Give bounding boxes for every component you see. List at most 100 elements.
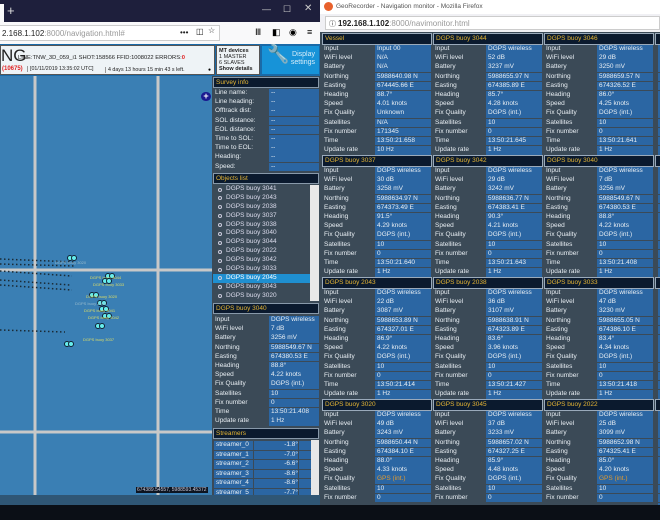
panel-row: Northing 5988653.89 N bbox=[322, 316, 432, 326]
object-list-item[interactable]: DGPS buoy 3041 bbox=[213, 185, 319, 194]
detail-row: WiFi level 7 dB bbox=[213, 325, 319, 334]
panel-title bbox=[655, 33, 660, 45]
panel-label: Heading bbox=[546, 456, 571, 464]
time-left: 4 days 13 hours 15 min 43 s left. bbox=[105, 67, 185, 73]
panel-value: DGPS wireless bbox=[597, 167, 653, 176]
panel-label: Fix Quality bbox=[324, 353, 355, 361]
panel-label: Battery bbox=[324, 63, 345, 71]
panel-row: Input DGPS wireless bbox=[544, 45, 654, 54]
library-icon[interactable]: Ⅲ bbox=[255, 27, 262, 37]
streamers-scrollbar[interactable] bbox=[311, 440, 319, 499]
panel-row: Easting 674383.41 E bbox=[433, 203, 543, 213]
account-icon[interactable]: ◉ bbox=[289, 27, 297, 37]
panel-value: 5988655.97 N bbox=[486, 72, 542, 82]
panel-row: WiFi level 36 dB bbox=[433, 298, 543, 307]
streamer-row: streamer_2 -6.6° bbox=[213, 460, 319, 469]
radio-icon bbox=[218, 196, 222, 201]
panel-row: Fix Quality DGPS (int.) bbox=[433, 353, 543, 362]
objects-list-scrollbar[interactable] bbox=[310, 185, 319, 301]
sidebar-icon[interactable]: ◧ bbox=[272, 27, 281, 37]
object-list-item[interactable]: DGPS buoy 2022 bbox=[213, 247, 319, 256]
maximize-button[interactable]: ☐ bbox=[283, 4, 292, 14]
panel-row: Northing 5988638.91 N bbox=[433, 316, 543, 326]
panel-row bbox=[655, 231, 660, 240]
panel-label: Heading bbox=[435, 90, 460, 98]
device-panel: DGPS buoy 3042 Input DGPS wireless WiFi lev… bbox=[433, 155, 543, 277]
panel-value: DGPS wireless bbox=[486, 45, 542, 54]
map-view[interactable]: DGPS buoy 3020 DGPS buoy 3044 DGPS buoy 30… bbox=[0, 76, 212, 495]
streamer-extra bbox=[299, 479, 311, 488]
panel-value: 5988636.77 N bbox=[486, 194, 542, 204]
object-label: DGPS buoy 3043 bbox=[226, 282, 277, 290]
url-field[interactable]: ⓘ 192.168.1.102:8000/navimonitor.html bbox=[325, 16, 660, 30]
panel-label: Input bbox=[324, 289, 339, 296]
panel-value: 90.3° bbox=[486, 212, 542, 222]
panel-value: 674323.89 E bbox=[486, 325, 542, 335]
object-list-item[interactable]: DGPS buoy 2043 bbox=[213, 194, 319, 203]
object-list-item[interactable]: DGPS buoy 3020 bbox=[213, 292, 319, 301]
panel-label: Speed bbox=[324, 466, 343, 474]
new-tab-button[interactable]: + bbox=[7, 3, 15, 18]
object-list-item[interactable]: DGPS buoy 3038 bbox=[213, 221, 319, 230]
panel-label: Speed bbox=[546, 344, 565, 352]
buoy-marker bbox=[99, 323, 105, 329]
panel-label: Fix Quality bbox=[324, 109, 355, 117]
bookmark-star-icon[interactable]: ☆ bbox=[208, 26, 216, 35]
objects-list[interactable]: DGPS buoy 3041 DGPS buoy 2043 DGPS buoy 20… bbox=[213, 185, 319, 301]
streamer-angle: -7.7° bbox=[254, 488, 298, 497]
panel-value bbox=[658, 484, 660, 494]
panel-row: Time 13:50:21.640 bbox=[322, 258, 432, 268]
object-list-item[interactable]: DGPS buoy 3042 bbox=[213, 256, 319, 265]
panel-title: DGPS buoy 3040 bbox=[544, 155, 654, 167]
object-list-item[interactable]: DGPS buoy 3037 bbox=[213, 212, 319, 221]
object-list-item[interactable]: DGPS buoy 3043 bbox=[213, 283, 319, 292]
panel-label: Update rate bbox=[435, 268, 469, 276]
panel-label: Easting bbox=[324, 203, 346, 211]
panel-row: Speed 4.25 knots bbox=[544, 100, 654, 109]
buoy-marker bbox=[103, 306, 109, 312]
device-panel: DGPS buoy 3037 Input DGPS wireless WiFi lev… bbox=[322, 155, 432, 277]
object-list-item[interactable]: DGPS buoy 2038 bbox=[213, 203, 319, 212]
panel-value bbox=[658, 362, 660, 372]
panel-row bbox=[655, 353, 660, 362]
panel-row: Heading 83.6° bbox=[433, 334, 543, 344]
url-field[interactable]: 2.168.1.102:8000/navigation.html# ••• ◫ … bbox=[0, 25, 220, 41]
survey-row: EOL distance: -- bbox=[213, 125, 319, 135]
panel-value: 85.9° bbox=[486, 456, 542, 466]
panel-label: Fix number bbox=[546, 493, 579, 501]
panel-value: 4.34 knots bbox=[597, 344, 653, 353]
detail-header: DGPS buoy 3040 bbox=[213, 303, 319, 314]
panel-value bbox=[658, 429, 660, 438]
panel-row: Speed 4.22 knots bbox=[544, 222, 654, 231]
panel-row: Battery 3107 mV bbox=[433, 307, 543, 316]
pocket-icon[interactable]: ◫ bbox=[196, 27, 204, 36]
object-label: DGPS buoy 3041 bbox=[226, 185, 277, 192]
panel-label: Input bbox=[435, 411, 450, 418]
show-details-link[interactable]: Show details bbox=[219, 66, 253, 72]
object-list-item[interactable]: DGPS buoy 3044 bbox=[213, 238, 319, 247]
buoy-marker bbox=[68, 341, 74, 347]
panel-label: Heading bbox=[435, 334, 460, 342]
info-icon[interactable]: ⓘ bbox=[329, 21, 336, 28]
panel-value: 30 dB bbox=[375, 176, 431, 185]
zoom-in-icon[interactable]: + bbox=[201, 92, 211, 101]
panel-value: 674385.89 E bbox=[486, 81, 542, 91]
streamer-row: streamer_3 -8.6° bbox=[213, 469, 319, 479]
panel-row: Battery 3256 mV bbox=[544, 185, 654, 194]
object-list-item[interactable]: DGPS buoy 3040 bbox=[213, 229, 319, 238]
object-list-item[interactable]: DGPS buoy 3033 bbox=[213, 265, 319, 274]
panel-row: Battery 3230 mV bbox=[544, 307, 654, 316]
panel-value bbox=[658, 240, 660, 250]
survey-row: Speed: -- bbox=[213, 162, 319, 172]
panel-title: DGPS buoy 3045 bbox=[433, 399, 543, 411]
minimize-button[interactable]: — bbox=[262, 4, 271, 14]
panel-value bbox=[658, 54, 660, 63]
object-list-item[interactable]: DGPS buoy 2045 bbox=[213, 273, 319, 283]
buoy-marker bbox=[106, 313, 112, 319]
panel-label: Fix number bbox=[435, 249, 468, 257]
more-icon[interactable]: ••• bbox=[180, 28, 189, 37]
close-button[interactable]: ✕ bbox=[304, 3, 313, 14]
map-canvas[interactable]: DGPS buoy 3020 DGPS buoy 3044 DGPS buoy 30… bbox=[0, 76, 212, 495]
menu-icon[interactable]: ≡ bbox=[307, 27, 313, 37]
display-settings-button[interactable]: 🔧 Display settings bbox=[262, 45, 319, 74]
